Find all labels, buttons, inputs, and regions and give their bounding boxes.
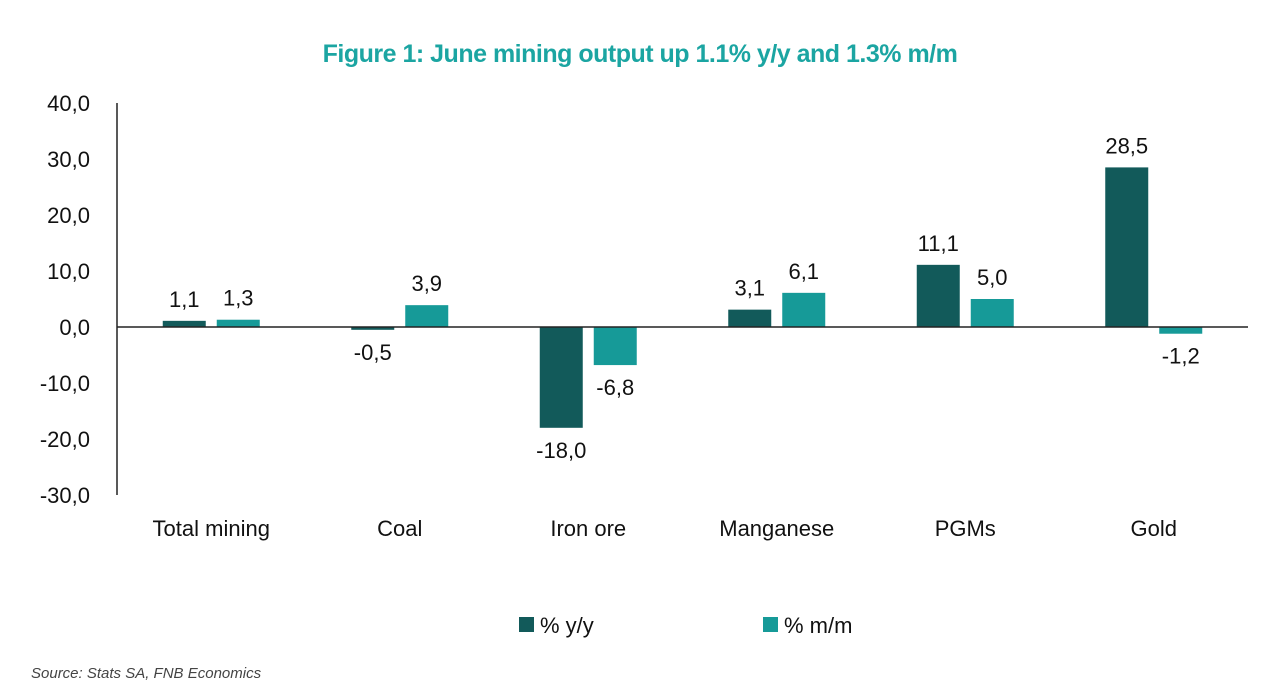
data-label: 6,1 bbox=[788, 259, 819, 284]
data-label: 11,1 bbox=[918, 231, 959, 256]
data-label: -18,0 bbox=[536, 438, 586, 463]
x-tick-label: PGMs bbox=[935, 516, 996, 541]
y-tick-label: -20,0 bbox=[40, 427, 90, 452]
data-label: 3,9 bbox=[411, 271, 442, 296]
bar-yy bbox=[728, 309, 772, 327]
source-note: Source: Stats SA, FNB Economics bbox=[31, 665, 262, 682]
y-tick-label: 40,0 bbox=[47, 91, 90, 116]
y-tick-label: 10,0 bbox=[47, 259, 90, 284]
data-label: 28,5 bbox=[1105, 133, 1148, 158]
bar-yy bbox=[351, 327, 395, 330]
bar-yy bbox=[162, 320, 206, 327]
bar-mm bbox=[782, 292, 826, 327]
data-label: 1,1 bbox=[169, 287, 200, 312]
data-label: -6,8 bbox=[596, 375, 634, 400]
bar-mm bbox=[970, 299, 1014, 327]
x-tick-label: Total mining bbox=[153, 516, 270, 541]
bar-mm bbox=[405, 305, 449, 327]
bar-yy bbox=[916, 264, 960, 327]
data-label: 1,3 bbox=[223, 286, 254, 311]
x-tick-label: Manganese bbox=[719, 516, 834, 541]
y-tick-label: 0,0 bbox=[59, 315, 90, 340]
data-label: 5,0 bbox=[977, 265, 1008, 290]
data-label: 3,1 bbox=[734, 276, 765, 301]
x-tick-label: Coal bbox=[377, 516, 422, 541]
x-tick-label: Iron ore bbox=[550, 516, 626, 541]
bar-mm bbox=[1159, 327, 1203, 334]
legend-swatch bbox=[519, 617, 534, 632]
y-tick-label: 20,0 bbox=[47, 203, 90, 228]
bar-yy bbox=[1105, 167, 1149, 327]
chart-title: Figure 1: June mining output up 1.1% y/y… bbox=[322, 40, 958, 68]
data-label: -0,5 bbox=[354, 340, 392, 365]
legend-swatch bbox=[763, 617, 778, 632]
y-tick-label: -10,0 bbox=[40, 371, 90, 396]
bar-mm bbox=[593, 327, 637, 366]
bar-mm bbox=[216, 319, 260, 327]
x-tick-label: Gold bbox=[1131, 516, 1177, 541]
legend-label: % y/y bbox=[540, 613, 594, 638]
y-tick-label: -30,0 bbox=[40, 483, 90, 508]
bar-yy bbox=[539, 327, 583, 428]
data-label: -1,2 bbox=[1162, 344, 1200, 369]
y-tick-label: 30,0 bbox=[47, 147, 90, 172]
legend-label: % m/m bbox=[784, 613, 852, 638]
